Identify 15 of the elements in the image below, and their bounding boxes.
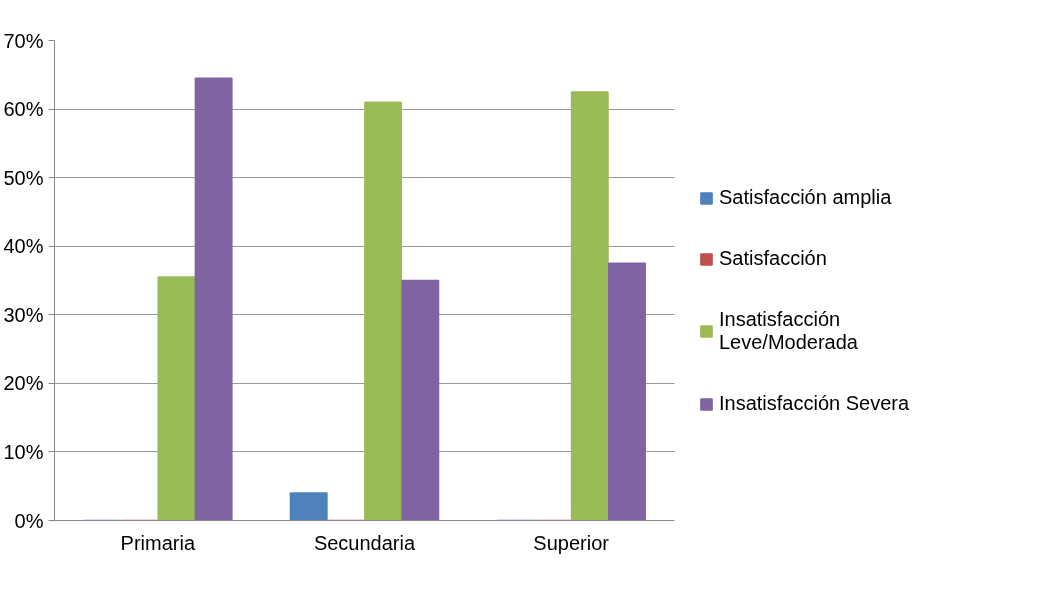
y-tick-label: 20%	[3, 372, 44, 395]
y-tick-label: 50%	[3, 166, 44, 189]
legend-label: Satisfacción amplia	[719, 186, 892, 209]
x-tick-label: Secundaria	[313, 531, 416, 554]
legend-label: Insatisfacción Leve/Moderada	[719, 308, 858, 354]
y-tick-label: 10%	[3, 440, 44, 463]
y-tick-label: 70%	[3, 29, 44, 52]
y-tick-label: 40%	[3, 235, 44, 258]
legend-label: Satisfacción	[719, 247, 827, 270]
legend-label: Insatisfacción Severa	[719, 392, 910, 415]
x-tick-label: Superior	[533, 531, 610, 554]
y-tick-label: 0%	[14, 509, 44, 532]
y-tick-label: 30%	[3, 303, 44, 326]
x-tick-label: Primaria	[120, 531, 196, 554]
y-tick-label: 60%	[3, 98, 44, 121]
